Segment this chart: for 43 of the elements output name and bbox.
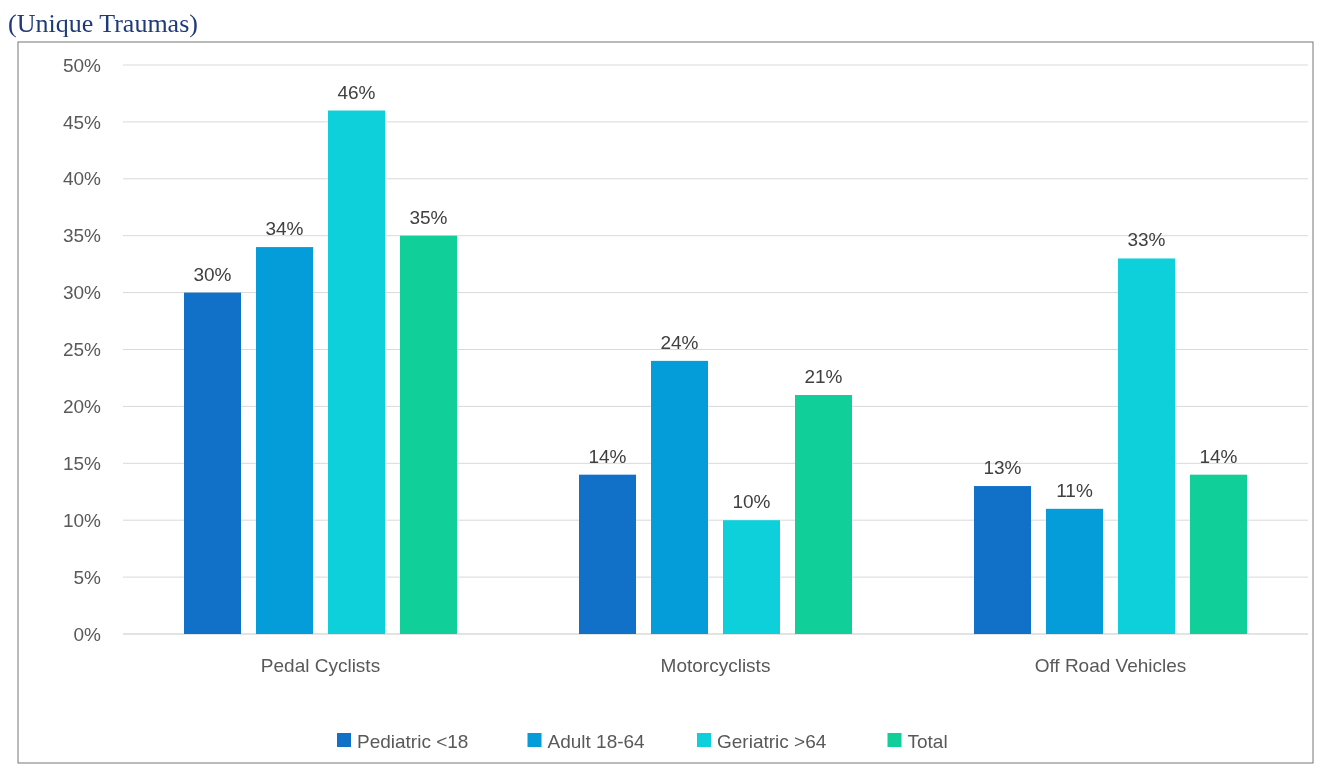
bar	[1190, 474, 1247, 634]
legend-label: Adult 18-64	[547, 730, 646, 752]
y-tick-label: 30%	[62, 282, 102, 304]
x-tick-label: Off Road Vehicles	[1034, 655, 1187, 676]
chart-title: (Unique Traumas)	[8, 9, 198, 38]
y-tick-label: 0%	[73, 623, 102, 645]
y-tick-label: 10%	[62, 509, 102, 531]
bar	[974, 486, 1031, 634]
bar	[1118, 258, 1175, 634]
data-label: 14%	[588, 445, 627, 467]
legend-label: Geriatric >64	[717, 730, 827, 752]
data-label: 21%	[804, 366, 843, 388]
data-label: 24%	[660, 331, 699, 353]
bar	[579, 474, 636, 634]
data-label: 46%	[337, 81, 376, 103]
y-tick-label: 25%	[62, 339, 102, 361]
legend-label: Total	[907, 730, 948, 752]
bar	[256, 247, 313, 634]
data-label: 14%	[1199, 445, 1238, 467]
bar	[400, 235, 457, 634]
data-label: 30%	[193, 263, 232, 285]
y-tick-label: 40%	[62, 168, 102, 190]
x-tick-label: Motorcyclists	[660, 655, 771, 676]
data-label: 13%	[983, 457, 1022, 479]
bar	[184, 292, 241, 634]
x-tick-label: Pedal Cyclists	[260, 655, 381, 676]
y-tick-label: 45%	[62, 111, 102, 133]
y-tick-label: 15%	[62, 452, 102, 474]
data-label: 33%	[1127, 229, 1166, 251]
data-label: 35%	[409, 206, 448, 228]
bar	[651, 360, 708, 634]
y-tick-label: 35%	[62, 225, 102, 247]
bar	[1046, 508, 1103, 634]
data-label: 10%	[732, 491, 771, 513]
bar	[328, 110, 385, 634]
data-label: 34%	[265, 218, 304, 240]
y-tick-label: 50%	[62, 54, 102, 76]
bar	[723, 520, 780, 634]
y-tick-label: 20%	[62, 396, 102, 418]
y-tick-label: 5%	[73, 566, 102, 588]
legend-label: Pediatric <18	[357, 730, 469, 752]
data-label: 11%	[1056, 479, 1093, 501]
bar	[795, 395, 852, 634]
